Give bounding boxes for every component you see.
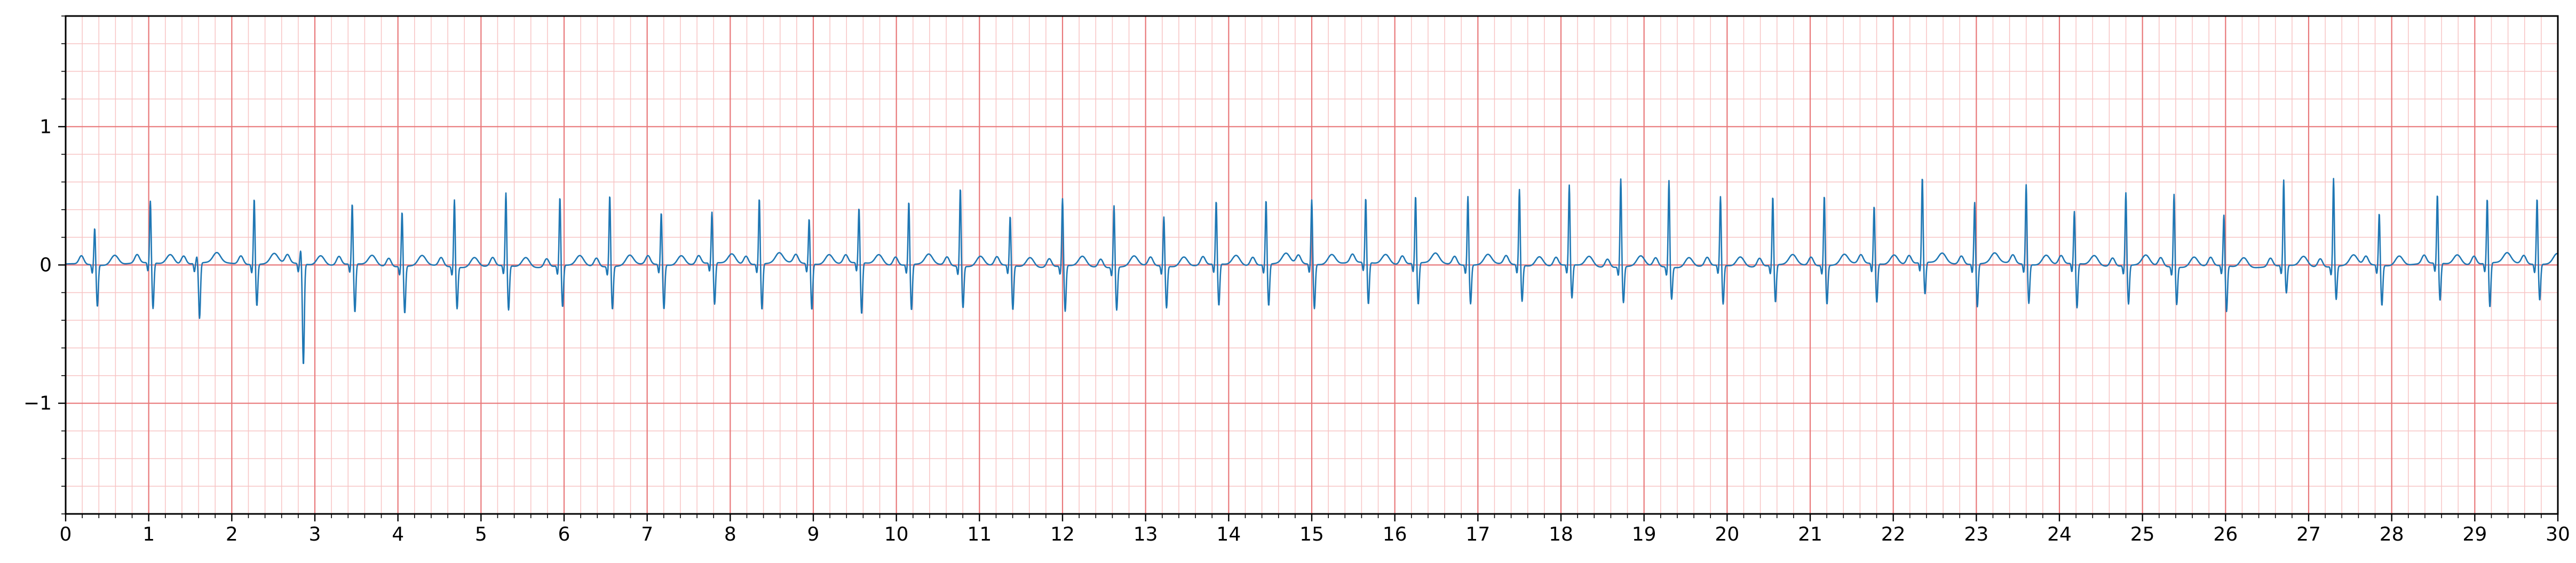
x-tick-label: 7 — [641, 524, 653, 545]
x-tick-label: 5 — [475, 524, 487, 545]
x-tick-label: 4 — [392, 524, 404, 545]
ecg-trace-line — [65, 178, 2558, 364]
y-tick-label: −1 — [23, 393, 52, 415]
x-tick-label: 12 — [1050, 524, 1075, 545]
x-tick-label: 1 — [142, 524, 155, 545]
x-tick-label: 22 — [1881, 524, 1906, 545]
x-tick-label: 28 — [2380, 524, 2404, 545]
x-tick-label: 2 — [226, 524, 238, 545]
y-tick-label: 1 — [39, 116, 52, 138]
x-tick-label: 26 — [2213, 524, 2238, 545]
x-tick-label: 3 — [309, 524, 321, 545]
x-tick-label: 19 — [1632, 524, 1656, 545]
x-tick-label: 16 — [1383, 524, 1407, 545]
x-tick-label: 24 — [2047, 524, 2072, 545]
x-tick-label: 29 — [2462, 524, 2487, 545]
x-tick-label: 15 — [1299, 524, 1324, 545]
x-tick-label: 10 — [884, 524, 909, 545]
y-tick-label: 0 — [39, 255, 52, 276]
x-tick-label: 14 — [1216, 524, 1241, 545]
x-tick-label: 0 — [60, 524, 72, 545]
x-axis: 0 1 2 3 4 5 6 7 8 9 10 11 12 13 14 15 16 17 18 19 20 21 22 23 24… — [60, 514, 2570, 545]
x-tick-label: 25 — [2130, 524, 2155, 545]
x-tick-label: 27 — [2296, 524, 2321, 545]
x-tick-label: 8 — [724, 524, 736, 545]
x-tick-label: 23 — [1964, 524, 1988, 545]
x-tick-label: 9 — [807, 524, 820, 545]
y-axis: −1 0 1 — [23, 15, 66, 514]
x-tick-label: 30 — [2546, 524, 2570, 545]
x-tick-label: 11 — [967, 524, 992, 545]
major-grid — [65, 16, 2559, 514]
x-tick-label: 6 — [558, 524, 570, 545]
x-tick-label: 13 — [1134, 524, 1158, 545]
x-tick-label: 18 — [1549, 524, 1573, 545]
x-tick-label: 21 — [1798, 524, 1822, 545]
x-tick-label: 20 — [1715, 524, 1739, 545]
x-tick-label: 17 — [1465, 524, 1490, 545]
